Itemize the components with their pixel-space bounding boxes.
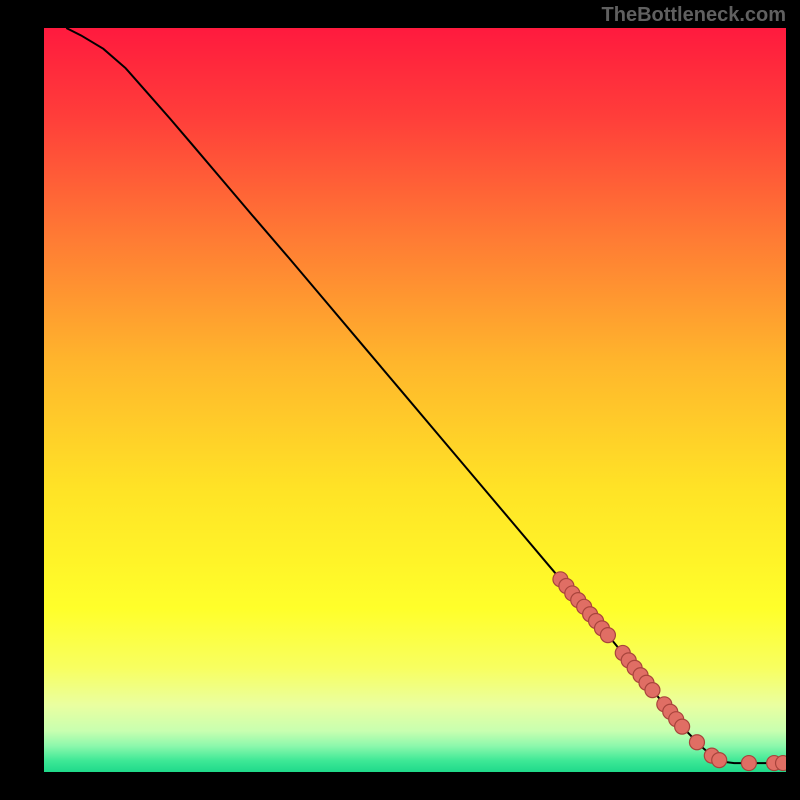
- data-marker: [675, 719, 690, 734]
- data-marker: [645, 683, 660, 698]
- bottleneck-curve: [66, 28, 786, 763]
- curve-layer: [44, 28, 786, 772]
- data-marker: [776, 756, 786, 771]
- data-marker: [741, 756, 756, 771]
- data-marker: [712, 753, 727, 768]
- data-marker: [600, 628, 615, 643]
- marker-group: [553, 572, 786, 771]
- plot-area: [44, 28, 786, 772]
- data-marker: [689, 735, 704, 750]
- attribution-label: TheBottleneck.com: [602, 4, 786, 27]
